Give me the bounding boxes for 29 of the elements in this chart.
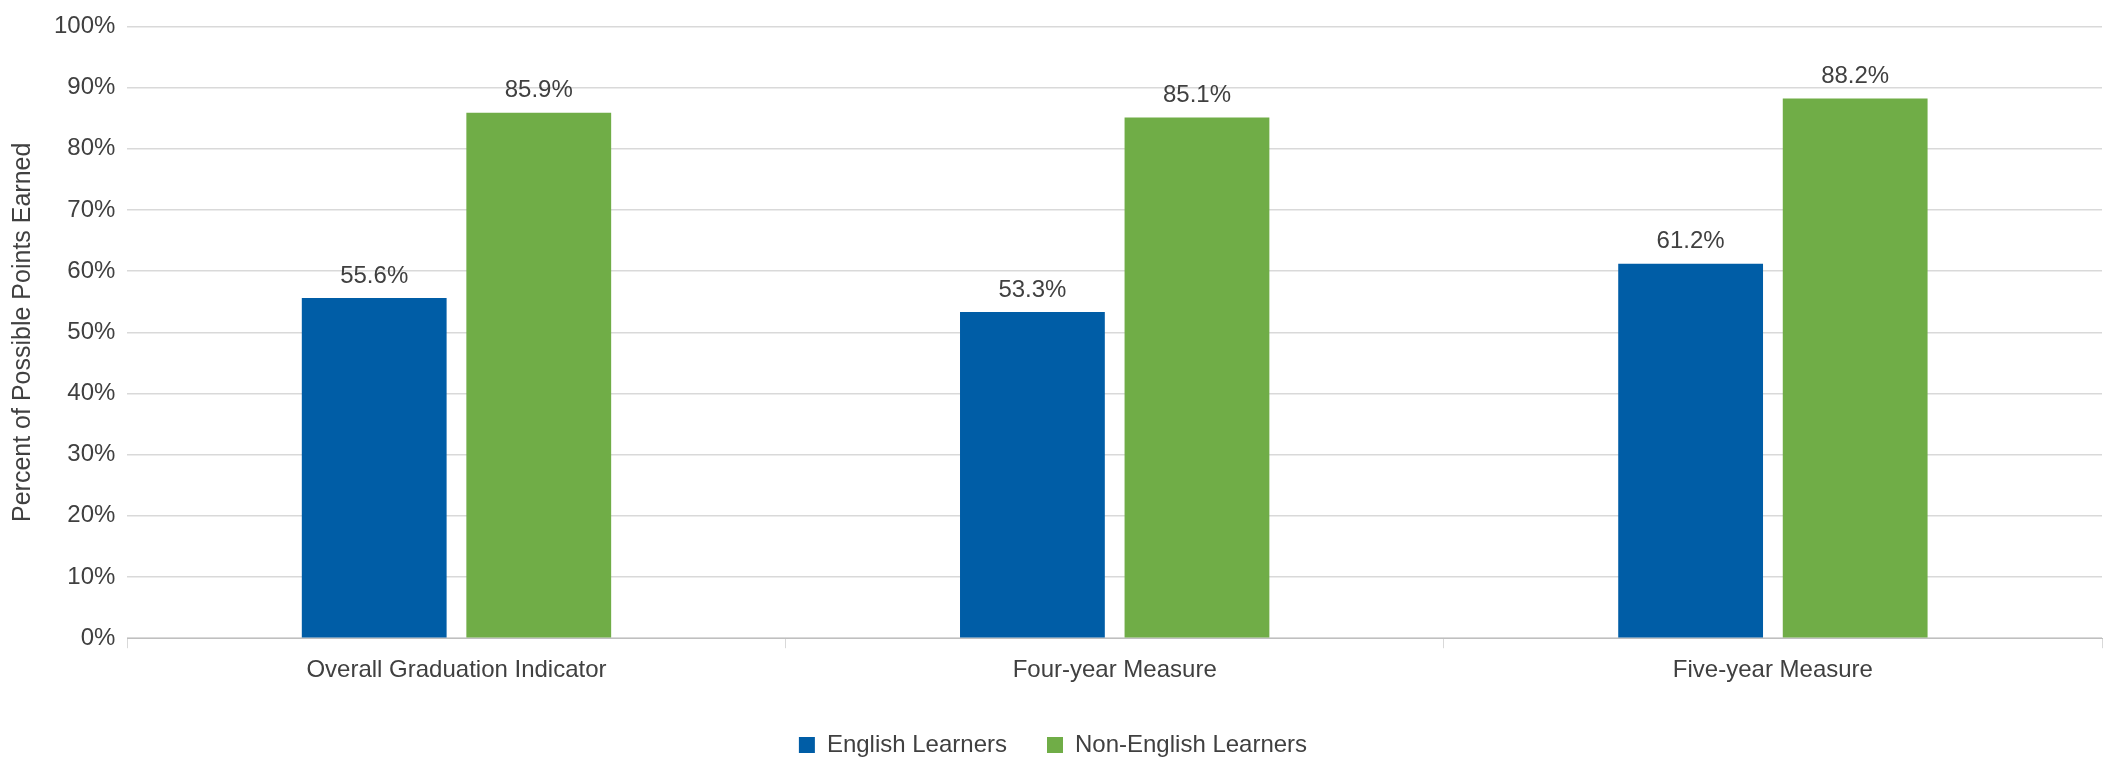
y-tick-label: 30% [67, 439, 116, 467]
y-tick-label: 50% [67, 316, 116, 344]
data-label: 61.2% [1656, 226, 1725, 254]
y-axis-title: Percent of Possible Points Earned [6, 142, 35, 522]
legend-label: English Learners [826, 729, 1007, 757]
data-label: 85.1% [1162, 80, 1231, 108]
bar [960, 312, 1105, 638]
bar [466, 112, 612, 638]
bar [1124, 117, 1270, 638]
y-tick-label: 100% [53, 11, 116, 39]
y-tick-label: 40% [67, 378, 116, 406]
y-tick-label: 70% [67, 194, 116, 222]
y-tick-label: 80% [67, 133, 116, 161]
bar [1782, 98, 1928, 638]
y-tick-label: 90% [67, 72, 116, 100]
legend-label: Non-English Learners [1074, 729, 1308, 757]
x-tick-label: Four-year Measure [1012, 655, 1217, 683]
y-tick-label: 10% [67, 561, 116, 589]
x-tick-label: Five-year Measure [1672, 655, 1873, 683]
data-label: 85.9% [504, 75, 573, 103]
data-label: 55.6% [340, 260, 409, 288]
bar [1618, 263, 1764, 638]
y-tick-label: 0% [80, 622, 116, 650]
y-tick-label: 60% [67, 255, 116, 283]
bar [301, 298, 447, 638]
y-tick-label: 20% [67, 500, 116, 528]
data-label: 53.3% [998, 274, 1067, 302]
data-label: 88.2% [1821, 61, 1890, 89]
x-tick-label: Overall Graduation Indicator [306, 655, 607, 683]
